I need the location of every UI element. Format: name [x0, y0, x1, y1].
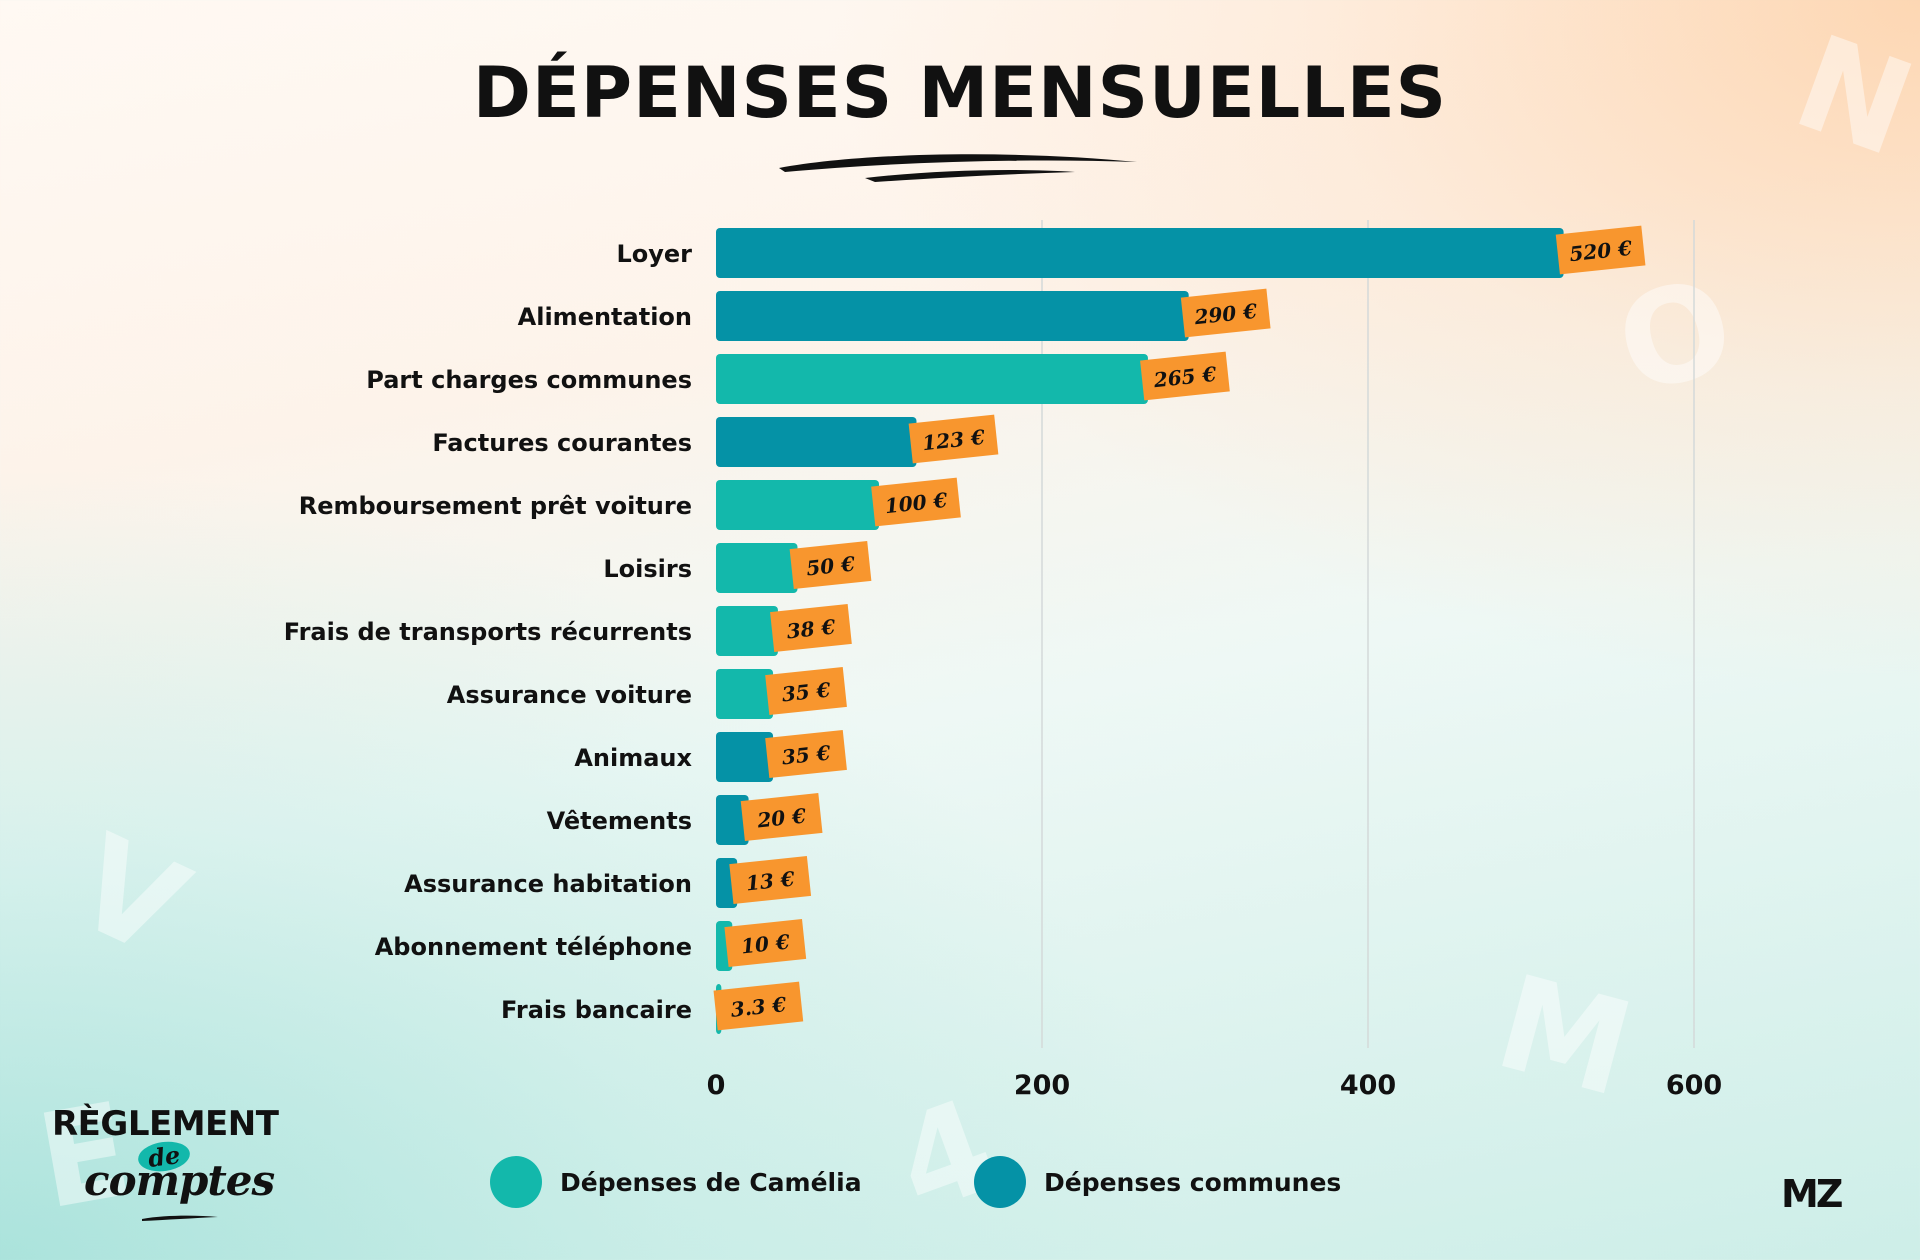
category-label: Loisirs: [603, 555, 692, 583]
value-label-background: [765, 667, 847, 715]
category-label: Assurance habitation: [404, 870, 692, 898]
category-label: Alimentation: [518, 303, 692, 331]
value-label-tag: 10 €: [724, 919, 807, 967]
bar: [716, 291, 1189, 341]
category-label: Part charges communes: [366, 366, 692, 394]
value-label-tag: 38 €: [770, 604, 852, 652]
reglement-de-comptes-logo: RÈGLEMENT comptes de: [48, 1104, 308, 1224]
title-underline-brush-icon: [779, 154, 1137, 182]
value-label-tag: 13 €: [729, 856, 812, 904]
x-tick-label: 200: [1014, 1070, 1070, 1101]
value-label: 35 €: [781, 741, 832, 770]
x-tick-label: 400: [1340, 1070, 1396, 1101]
x-tick-label: 600: [1666, 1070, 1722, 1101]
value-label-background: [713, 981, 804, 1031]
value-label: 50 €: [805, 552, 856, 581]
bar: [716, 354, 1148, 404]
value-label-background: [789, 541, 872, 589]
category-label: Frais bancaire: [501, 996, 692, 1024]
legend-swatch-communes: [974, 1156, 1026, 1208]
value-label-tag: 520 €: [1555, 225, 1646, 275]
bar: [716, 669, 774, 719]
value-label-tag: 123 €: [908, 414, 999, 464]
value-label-background: [740, 793, 823, 841]
value-label-tag: 265 €: [1140, 351, 1230, 401]
legend-label-camelia: Dépenses de Camélia: [560, 1167, 862, 1197]
value-label-tag: 100 €: [871, 477, 961, 527]
bar: [716, 543, 798, 593]
value-label-background: [770, 604, 852, 652]
value-label-background: [908, 414, 999, 464]
value-label-background: [1555, 225, 1646, 275]
category-label: Abonnement téléphone: [375, 933, 692, 961]
legend-label-communes: Dépenses communes: [1044, 1167, 1342, 1197]
category-label: Frais de transports récurrents: [284, 618, 692, 646]
category-label: Animaux: [574, 744, 692, 772]
bar: [716, 732, 774, 782]
bar: [716, 606, 778, 656]
value-label-tag: 20 €: [740, 793, 823, 841]
value-label-tag: 50 €: [789, 541, 872, 589]
value-label: 13 €: [745, 867, 796, 896]
value-label-background: [724, 919, 807, 967]
category-label: Assurance voiture: [447, 681, 692, 709]
logo-line-1: RÈGLEMENT: [52, 1104, 279, 1144]
value-label-tag: 290 €: [1180, 288, 1271, 338]
background-teal-glow: [0, 460, 1200, 1260]
bar: [716, 795, 749, 845]
value-label-background: [1180, 288, 1271, 338]
value-label: 35 €: [781, 678, 832, 707]
bar-chart: 0 200 400 600 Loyer 520 € Alimentation 290 € Par…: [284, 220, 1722, 1101]
logo-underline-brush-icon: [142, 1215, 218, 1221]
value-label: 20 €: [755, 804, 807, 833]
value-label: 38 €: [786, 615, 837, 644]
value-label-tag: 35 €: [765, 730, 847, 778]
category-label: Remboursement prêt voiture: [299, 492, 692, 520]
x-tick-label: 0: [707, 1070, 726, 1101]
category-label: Vêtements: [547, 807, 692, 835]
value-label-background: [1140, 351, 1230, 401]
value-label-tag: 35 €: [765, 667, 847, 715]
value-label-background: [729, 856, 812, 904]
legend-item-communes: Dépenses communes: [974, 1154, 1341, 1210]
chart-title: DÉPENSES MENSUELLES: [472, 52, 1448, 134]
category-label: Loyer: [616, 240, 692, 268]
value-label: 10 €: [740, 930, 791, 959]
value-label-background: [765, 730, 847, 778]
value-label-tag: 3.3 €: [713, 981, 804, 1031]
bar: [716, 228, 1564, 278]
category-label: Factures courantes: [432, 429, 692, 457]
legend-swatch-camelia: [490, 1156, 542, 1208]
mz-brand-logo: MZ: [1781, 1172, 1843, 1216]
legend-item-camelia: Dépenses de Camélia: [490, 1154, 862, 1210]
bar: [716, 417, 917, 467]
bar: [716, 480, 879, 530]
value-label-background: [871, 477, 961, 527]
value-label: 3.3 €: [730, 992, 788, 1022]
